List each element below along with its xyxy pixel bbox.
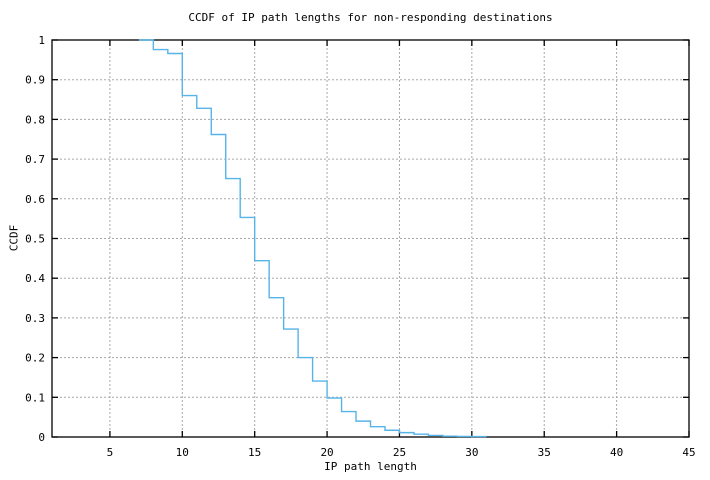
x-tick-label: 40 xyxy=(610,446,623,459)
x-tick-label: 35 xyxy=(538,446,551,459)
x-tick-label: 30 xyxy=(465,446,478,459)
x-tick-label: 20 xyxy=(320,446,333,459)
x-tick-label: 25 xyxy=(393,446,406,459)
x-tick-label: 15 xyxy=(248,446,261,459)
ccdf-step-line xyxy=(138,39,488,438)
y-tick-label: 0.1 xyxy=(25,391,45,404)
y-tick-label: 0.2 xyxy=(25,352,45,365)
y-tick-label: 0.8 xyxy=(25,113,45,126)
y-tick-label: 0.6 xyxy=(25,193,45,206)
x-axis-label: IP path length xyxy=(324,460,417,473)
y-tick-label: 0.5 xyxy=(25,233,45,246)
y-tick-label: 0.9 xyxy=(25,74,45,87)
x-tick-label: 10 xyxy=(176,446,189,459)
y-tick-label: 0.4 xyxy=(25,272,45,285)
y-tick-label: 0.7 xyxy=(25,153,45,166)
y-tick-label: 1 xyxy=(38,34,45,47)
chart-title: CCDF of IP path lengths for non-respondi… xyxy=(188,11,553,24)
x-tick-label: 45 xyxy=(682,446,695,459)
y-tick-label: 0.3 xyxy=(25,312,45,325)
y-tick-label: 0 xyxy=(38,431,45,444)
x-tick-label: 5 xyxy=(107,446,114,459)
